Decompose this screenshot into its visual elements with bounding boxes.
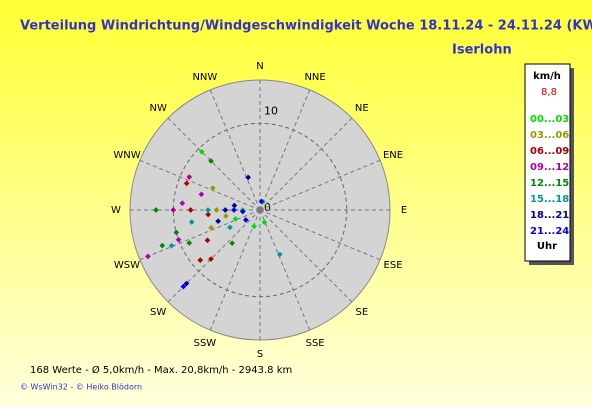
footer: 168 Werte - Ø 5,0km/h - Max. 20,8km/h - … — [30, 364, 292, 376]
data-point — [229, 240, 235, 247]
data-point — [208, 158, 214, 164]
legend-entry: 03...06 — [530, 130, 569, 141]
direction-label: SE — [355, 307, 368, 318]
data-point — [245, 174, 251, 181]
data-point — [183, 280, 190, 287]
direction-line — [259, 117, 353, 211]
data-point — [208, 256, 214, 262]
data-point — [180, 283, 187, 290]
current-value: 8,8 — [541, 87, 557, 98]
data-point — [197, 257, 204, 263]
data-point — [208, 224, 214, 231]
legend-entry: 12...15 — [530, 178, 569, 189]
legend-box — [524, 63, 571, 262]
data-point — [183, 180, 190, 187]
direction-label: NNE — [304, 72, 325, 83]
data-point — [222, 207, 229, 213]
r-tick-label: 10 — [264, 104, 278, 117]
copyright: © WsWin32 - © Heiko Blödorn — [20, 383, 142, 392]
direction-label: N — [256, 61, 263, 72]
data-point — [198, 148, 205, 155]
direction-line — [209, 89, 261, 211]
direction-line — [259, 209, 381, 261]
direction-line — [259, 209, 311, 331]
legend-entry: 00...03 — [530, 114, 569, 125]
direction-line — [167, 117, 261, 211]
data-point — [232, 216, 239, 222]
direction-label: WSW — [114, 260, 140, 271]
data-point — [205, 211, 212, 218]
direction-line — [259, 209, 353, 303]
data-point — [251, 223, 257, 230]
data-point — [239, 208, 246, 215]
data-point — [187, 207, 194, 213]
data-point — [188, 219, 195, 225]
direction-label: ENE — [383, 150, 403, 161]
direction-label: E — [401, 205, 407, 216]
data-point — [213, 207, 220, 213]
direction-line — [139, 159, 261, 211]
direction-line — [259, 89, 311, 211]
direction-label: SW — [150, 307, 166, 318]
data-point — [145, 253, 151, 260]
data-point — [159, 242, 166, 249]
data-point — [173, 229, 180, 236]
direction-label: NE — [355, 103, 369, 114]
direction-label: WNW — [113, 150, 140, 161]
data-point — [186, 174, 193, 180]
legend-footer: Uhr — [537, 241, 557, 252]
legend-title: km/h — [533, 71, 561, 82]
data-point — [231, 202, 238, 209]
legend-entry: 18...21 — [530, 210, 569, 221]
chart-subtitle: Iserlohn — [452, 43, 512, 58]
direction-label: S — [257, 349, 263, 360]
data-point — [198, 191, 205, 198]
data-point — [215, 218, 221, 225]
r-tick-label: 0 — [264, 201, 271, 214]
direction-label: NNW — [192, 72, 217, 83]
direction-label: SSE — [306, 338, 325, 349]
data-point — [179, 200, 186, 207]
direction-line — [259, 159, 381, 211]
data-point — [223, 213, 229, 219]
direction-label: W — [111, 205, 121, 216]
direction-label: ESE — [384, 260, 403, 271]
data-point — [258, 198, 265, 205]
data-point — [227, 224, 233, 231]
data-point — [170, 207, 177, 213]
data-point — [205, 207, 211, 213]
legend-entry: 21...24 — [530, 226, 569, 237]
direction-line — [209, 209, 261, 331]
chart-title: Verteilung Windrichtung/Windgeschwindigk… — [20, 19, 592, 34]
data-point — [204, 237, 211, 244]
data-point — [261, 219, 268, 226]
data-point — [186, 240, 193, 246]
legend-entry: 06...09 — [530, 146, 569, 157]
data-point — [242, 217, 249, 223]
data-point — [168, 242, 175, 249]
data-point — [276, 251, 283, 258]
legend-entry: 09...12 — [530, 162, 569, 173]
direction-line — [139, 209, 261, 261]
data-point — [153, 207, 159, 213]
direction-label: NW — [149, 103, 166, 114]
data-point — [210, 185, 216, 191]
legend-entry: 15...18 — [530, 194, 569, 205]
direction-label: SSW — [194, 338, 217, 349]
data-point — [175, 236, 182, 243]
data-point — [231, 207, 237, 213]
